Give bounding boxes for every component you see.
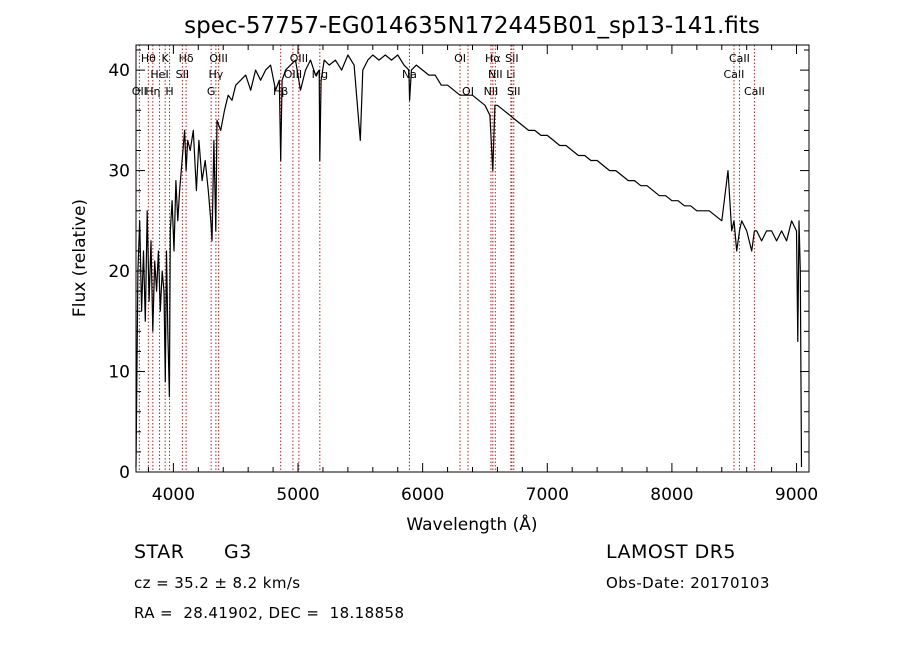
spectral-line-label: Hη: [145, 85, 160, 98]
spectral-line-label: OI: [454, 52, 466, 65]
x-tick-label: 8000: [650, 485, 693, 505]
x-tick-label: 5000: [276, 485, 319, 505]
y-tick-label: 20: [108, 262, 130, 282]
spectral-line-label: K: [162, 52, 170, 65]
y-tick-label: 40: [108, 61, 130, 81]
chart-title: spec-57757-EG014635N172445B01_sp13-141.f…: [184, 13, 760, 39]
survey-name: LAMOST DR5: [606, 541, 736, 563]
plot-frame: [135, 44, 810, 473]
object-class: STAR: [134, 541, 185, 563]
x-tick-label: 6000: [401, 485, 444, 505]
spectral-line-label: NII: [488, 68, 503, 81]
spectral-line-label: G: [207, 85, 216, 98]
coordinates: RA = 28.41902, DEC = 18.18858: [134, 604, 405, 622]
x-axis-label: Wavelength (Å): [406, 513, 537, 535]
y-tick-label: 30: [108, 162, 130, 182]
y-axis-label: Flux (relative): [70, 199, 90, 317]
spectrum-line: [135, 54, 803, 468]
spectral-line-label: CaII: [729, 52, 750, 65]
redshift-value: cz = 35.2 ± 8.2 km/s: [134, 574, 301, 592]
spectral-line-label: Hθ: [141, 52, 156, 65]
x-tick-label: 7000: [526, 485, 569, 505]
spectral-line-label: Hα: [485, 52, 501, 65]
spectral-line-label: SII: [176, 68, 189, 81]
x-tick-label: 9000: [775, 485, 818, 505]
spectral-line-label: HeI: [150, 68, 168, 81]
spectral-line-label: Hγ: [208, 68, 223, 81]
spectral-line-label: CaII: [724, 68, 745, 81]
spectral-line-label: Li: [506, 68, 515, 81]
spectral-line-label: OIII: [209, 52, 227, 65]
y-tick-label: 10: [108, 363, 130, 383]
spectral-line-label: NII: [484, 85, 499, 98]
spectral-line-label: SII: [507, 85, 520, 98]
spectral-line-label: CaII: [744, 85, 765, 98]
axes: 4000 5000 6000 7000 8000 9000 0 10 20 30 40: [108, 45, 818, 505]
spectral-line-label: Hδ: [179, 52, 194, 65]
spectral-line-label: H: [165, 85, 173, 98]
y-tick-label: 0: [119, 463, 130, 483]
spectral-line-label: SII: [505, 52, 518, 65]
object-subclass: G3: [224, 541, 252, 563]
spectral-line-label: OI: [462, 85, 474, 98]
x-tick-label: 4000: [152, 485, 195, 505]
observation-date: Obs-Date: 20170103: [606, 574, 770, 592]
